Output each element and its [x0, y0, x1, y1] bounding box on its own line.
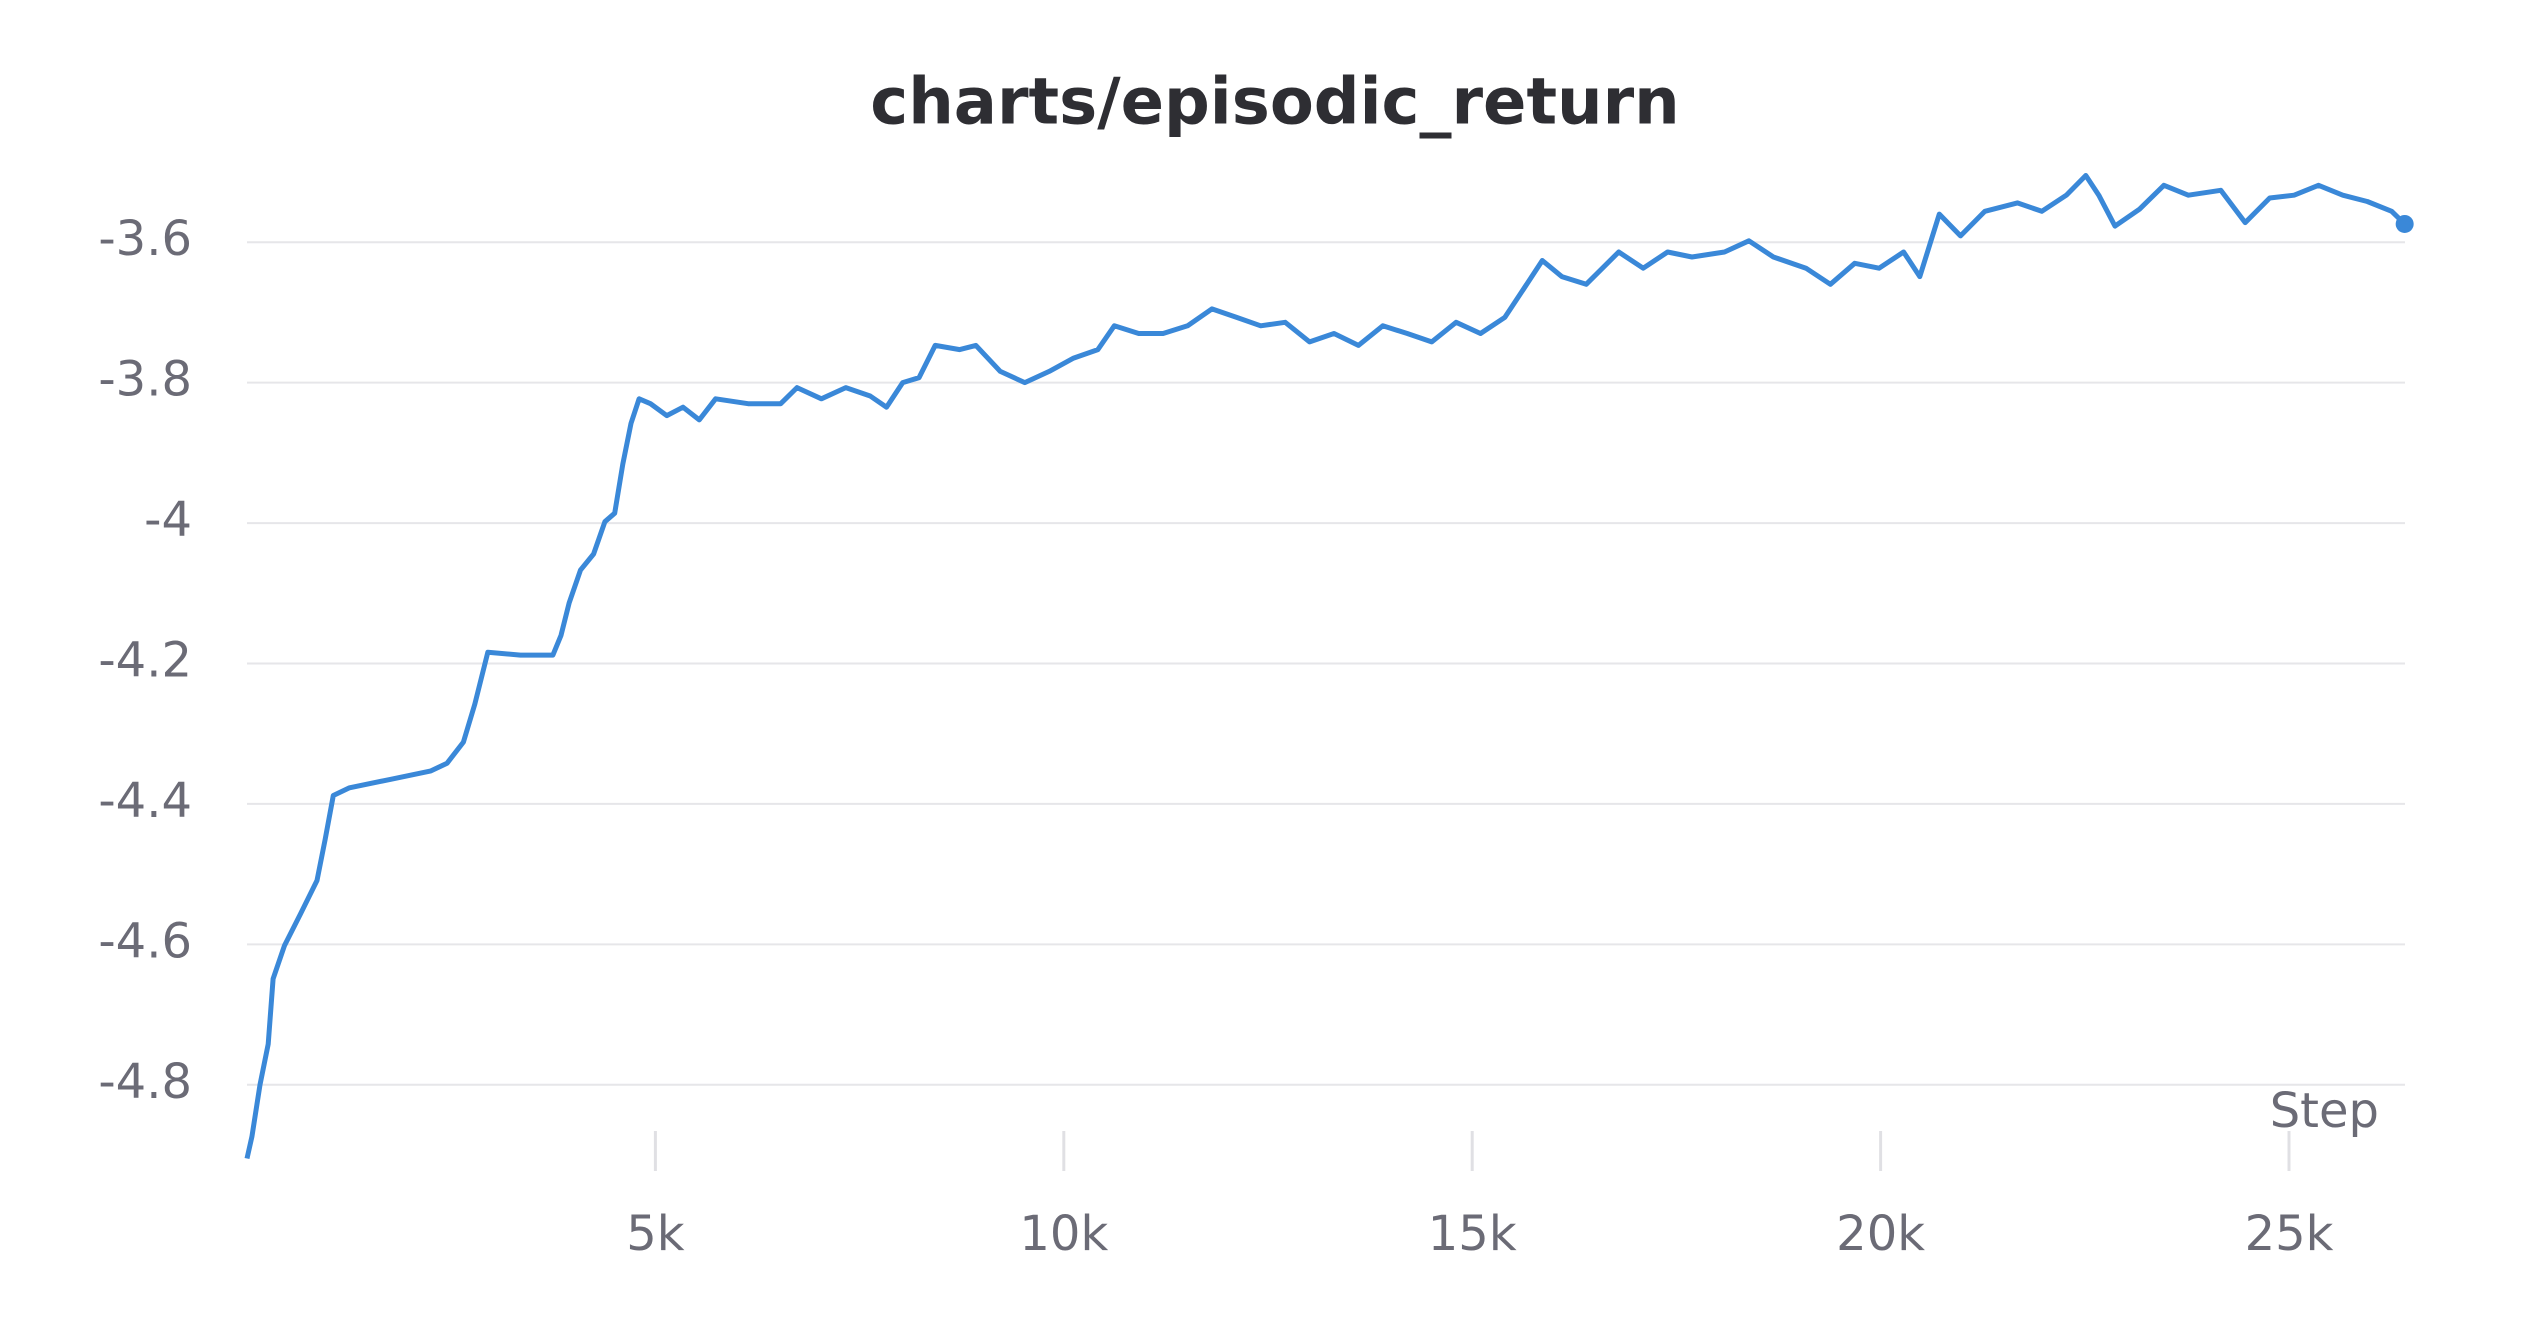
x-tick-label: 15k [1428, 1206, 1517, 1262]
y-tick-label: -3.8 [98, 352, 192, 408]
x-axis-label: Step [2270, 1083, 2379, 1139]
y-tick-label: -4 [144, 492, 192, 548]
y-tick-label: -4.6 [98, 913, 192, 969]
x-tick-label: 20k [1836, 1206, 1925, 1262]
y-tick-label: -3.6 [98, 211, 192, 267]
chart-title: charts/episodic_return [870, 66, 1679, 140]
y-tick-label: -4.2 [98, 633, 192, 689]
y-tick-label: -4.4 [98, 773, 192, 829]
end-point [2395, 214, 2414, 233]
series-line [244, 173, 2407, 1160]
x-tick-label: 25k [2245, 1206, 2334, 1262]
x-tick-label: 10k [1019, 1206, 1108, 1262]
x-tick-label: 5k [626, 1206, 685, 1262]
y-tick-label: -4.8 [98, 1054, 192, 1110]
